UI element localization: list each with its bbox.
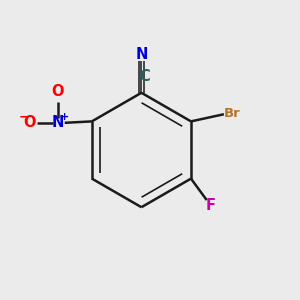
Text: Br: Br: [224, 107, 241, 120]
Text: +: +: [60, 112, 69, 122]
Text: N: N: [51, 115, 64, 130]
Text: −: −: [19, 110, 29, 123]
Text: O: O: [51, 84, 64, 99]
Text: O: O: [23, 115, 36, 130]
Text: F: F: [206, 198, 216, 213]
Text: N: N: [135, 47, 148, 62]
Text: C: C: [140, 69, 150, 84]
